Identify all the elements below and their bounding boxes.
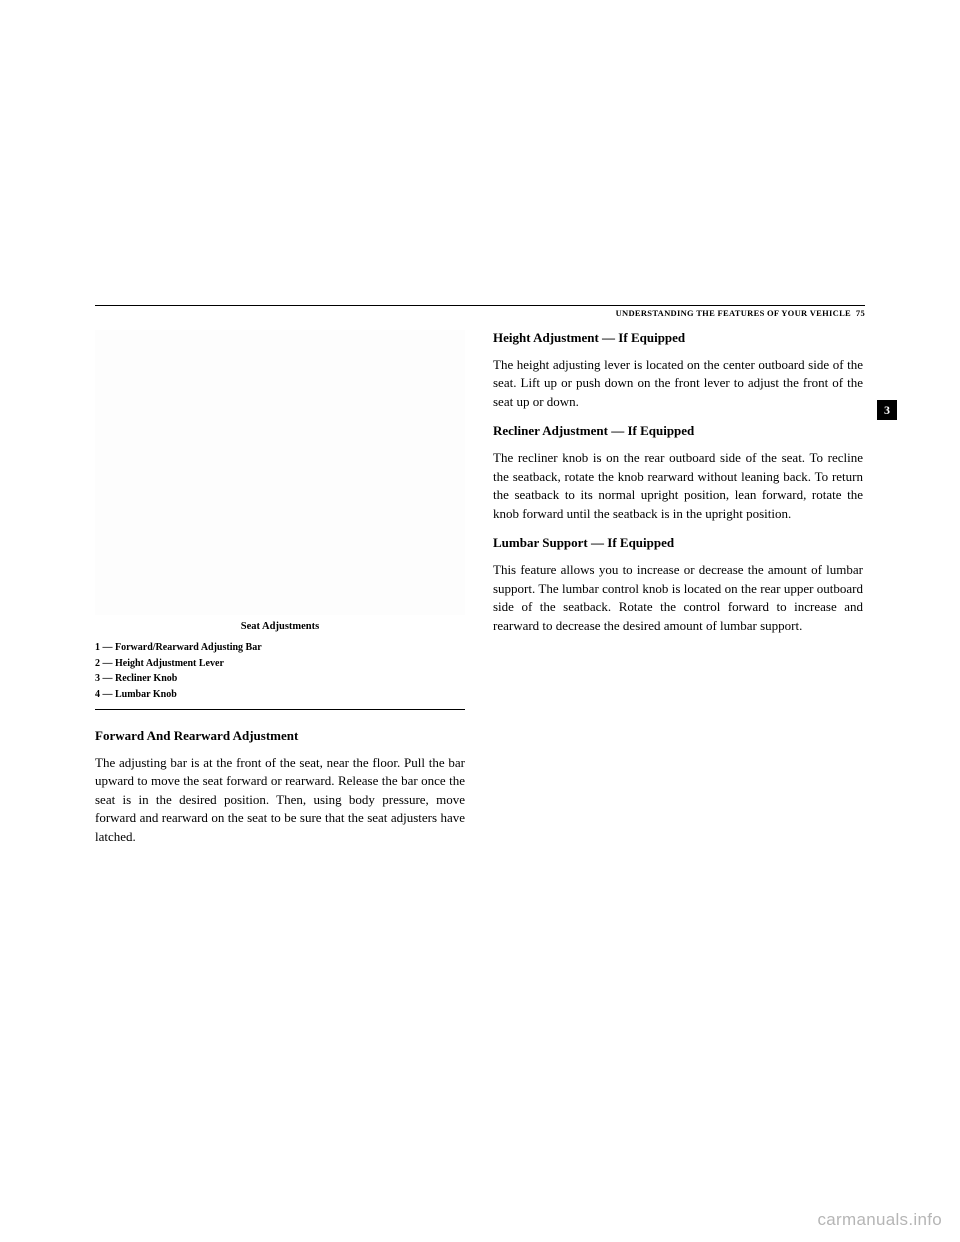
- legend-item-1: 1 — Forward/Rearward Adjusting Bar: [95, 640, 465, 656]
- left-column: Seat Adjustments 1 — Forward/Rearward Ad…: [95, 330, 465, 858]
- seat-adjustments-figure: [95, 330, 465, 615]
- heading-lumbar-support: Lumbar Support — If Equipped: [493, 535, 863, 551]
- heading-height-adjustment: Height Adjustment — If Equipped: [493, 330, 863, 346]
- paragraph-lumbar-support: This feature allows you to increase or d…: [493, 561, 863, 635]
- heading-recliner-adjustment: Recliner Adjustment — If Equipped: [493, 423, 863, 439]
- legend-item-3: 3 — Recliner Knob: [95, 671, 465, 687]
- figure-caption: Seat Adjustments: [95, 621, 465, 632]
- header-text: UNDERSTANDING THE FEATURES OF YOUR VEHIC…: [95, 308, 865, 318]
- heading-forward-rearward: Forward And Rearward Adjustment: [95, 728, 465, 744]
- paragraph-recliner-adjustment: The recliner knob is on the rear outboar…: [493, 449, 863, 523]
- two-column-layout: Seat Adjustments 1 — Forward/Rearward Ad…: [95, 330, 865, 858]
- watermark: carmanuals.info: [817, 1210, 942, 1230]
- section-tab-number: 3: [884, 403, 890, 418]
- paragraph-forward-rearward: The adjusting bar is at the front of the…: [95, 754, 465, 846]
- section-title: UNDERSTANDING THE FEATURES OF YOUR VEHIC…: [616, 308, 851, 318]
- page-container: UNDERSTANDING THE FEATURES OF YOUR VEHIC…: [95, 305, 865, 920]
- page-number: 75: [856, 308, 865, 318]
- legend-item-2: 2 — Height Adjustment Lever: [95, 656, 465, 672]
- legend-item-4: 4 — Lumbar Knob: [95, 687, 465, 703]
- figure-legend: 1 — Forward/Rearward Adjusting Bar 2 — H…: [95, 640, 465, 710]
- section-tab: 3: [877, 400, 897, 420]
- paragraph-height-adjustment: The height adjusting lever is located on…: [493, 356, 863, 411]
- right-column: Height Adjustment — If Equipped The heig…: [493, 330, 863, 858]
- header-rule: [95, 305, 865, 306]
